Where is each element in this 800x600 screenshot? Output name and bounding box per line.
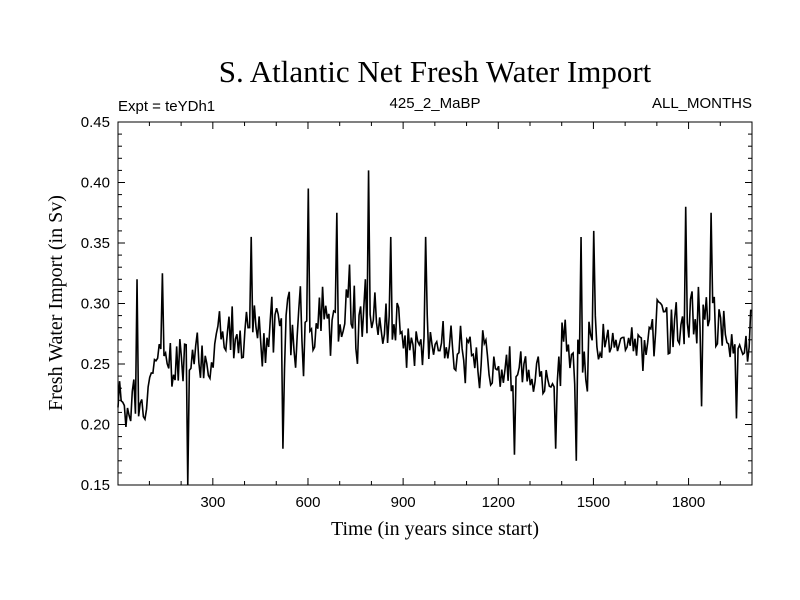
series-layer (117, 170, 752, 486)
y-tick-label: 0.40 (81, 175, 110, 192)
y-tick-label: 0.20 (81, 417, 110, 434)
y-tick-label: 0.45 (81, 114, 110, 131)
x-axis-ticks: 300 600 900 1200 1500 1800 (148, 122, 721, 511)
period-label: 425_2_MaBP (390, 95, 481, 112)
chart-title: S. Atlantic Net Fresh Water Import (219, 54, 652, 89)
x-axis-label: Time (in years since start) (331, 518, 539, 540)
series-line (117, 170, 752, 486)
y-tick-label: 0.15 (81, 477, 110, 494)
x-tick-label: 600 (295, 494, 320, 511)
y-tick-label: 0.25 (81, 356, 110, 373)
x-tick-label: 1800 (672, 494, 705, 511)
x-tick-label: 900 (391, 494, 416, 511)
x-tick-label: 1200 (482, 494, 515, 511)
y-tick-label: 0.30 (81, 296, 110, 313)
months-label: ALL_MONTHS (652, 95, 752, 112)
x-tick-label: 1500 (577, 494, 610, 511)
y-tick-label: 0.35 (81, 235, 110, 252)
experiment-label: Expt = teYDh1 (118, 98, 215, 115)
x-tick-label: 300 (200, 494, 225, 511)
y-axis-ticks: 0.15 0.20 0.25 0.30 0.35 0.40 0.45 (81, 114, 752, 494)
y-axis-label: Fresh Water Import (in Sv) (45, 195, 67, 411)
